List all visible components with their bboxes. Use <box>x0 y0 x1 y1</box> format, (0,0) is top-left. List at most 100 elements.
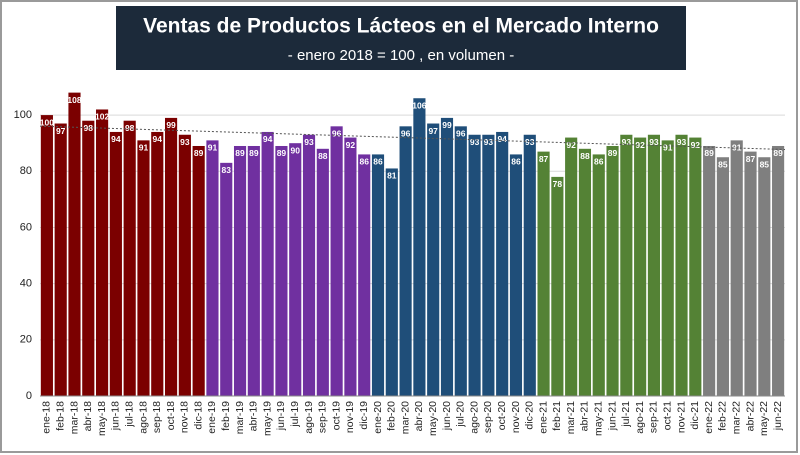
x-tick-label: ene-20 <box>372 401 384 434</box>
value-label: 88 <box>580 151 590 161</box>
value-label: 89 <box>704 148 714 158</box>
bar <box>206 140 219 396</box>
value-label: 96 <box>456 129 466 139</box>
x-tick-label: mar-20 <box>399 401 411 434</box>
x-tick-label: jun-21 <box>606 401 618 431</box>
bar <box>96 109 109 397</box>
value-label: 92 <box>566 140 576 150</box>
bar <box>647 134 661 396</box>
bar <box>399 126 412 396</box>
x-tick-label: jul-18 <box>123 401 135 428</box>
x-tick-label: nov-19 <box>344 401 356 433</box>
value-label: 96 <box>332 129 342 139</box>
value-label: 89 <box>235 148 245 158</box>
x-tick-label: mar-18 <box>68 401 80 434</box>
value-label: 99 <box>442 120 452 130</box>
x-tick-label: jul-20 <box>455 401 467 428</box>
x-tick-label: ago-21 <box>634 401 646 434</box>
bar <box>54 123 67 396</box>
chart-subtitle: - enero 2018 = 100 , en volumen - <box>288 47 514 64</box>
bar <box>151 131 164 397</box>
bar <box>233 145 247 396</box>
x-tick-label: ago-20 <box>468 401 480 434</box>
value-label: 94 <box>263 134 273 144</box>
value-label: 93 <box>677 137 687 147</box>
x-tick-label: jun-22 <box>772 401 784 431</box>
bar <box>730 140 743 396</box>
value-label: 81 <box>387 171 397 181</box>
value-label: 93 <box>180 137 190 147</box>
value-label: 91 <box>663 143 673 153</box>
x-tick-label: oct-18 <box>165 401 177 430</box>
bar <box>164 117 178 397</box>
bar <box>523 134 536 396</box>
value-label: 89 <box>249 148 259 158</box>
bar <box>261 131 274 397</box>
title-box <box>116 6 686 70</box>
bar <box>758 157 771 396</box>
value-label: 108 <box>67 95 81 105</box>
bar <box>68 92 81 397</box>
x-tick-label: ago-18 <box>137 401 149 434</box>
value-label: 93 <box>649 137 659 147</box>
x-tick-label: dic-20 <box>524 401 536 430</box>
value-label: 93 <box>525 137 535 147</box>
x-tick-label: ene-21 <box>537 401 549 434</box>
y-tick-label: 60 <box>20 221 32 233</box>
x-tick-label: may-21 <box>593 401 605 436</box>
value-label: 89 <box>194 148 204 158</box>
x-tick-label: oct-20 <box>496 401 508 430</box>
y-tick-label: 100 <box>14 109 32 121</box>
bar <box>192 145 205 396</box>
value-label: 97 <box>56 126 66 136</box>
value-label: 97 <box>428 126 438 136</box>
value-label: 93 <box>622 137 632 147</box>
bar <box>247 145 260 396</box>
bar <box>330 126 343 396</box>
value-label: 93 <box>484 137 494 147</box>
value-label: 87 <box>746 154 756 164</box>
bar <box>716 157 729 396</box>
bar <box>578 148 592 396</box>
value-label: 87 <box>539 154 549 164</box>
bar <box>454 126 467 396</box>
bar <box>316 148 329 396</box>
x-tick-label: abr-18 <box>82 401 94 432</box>
value-label: 91 <box>208 143 218 153</box>
x-tick-label: dic-18 <box>192 401 204 430</box>
value-label: 94 <box>497 134 507 144</box>
x-tick-label: sep-21 <box>648 401 660 433</box>
chart-title: Ventas de Productos Lácteos en el Mercad… <box>143 15 659 38</box>
x-tick-label: may-20 <box>427 401 439 436</box>
bar <box>689 137 702 396</box>
x-tick-label: feb-21 <box>551 401 563 431</box>
y-tick-label: 0 <box>26 390 32 402</box>
x-tick-label: feb-20 <box>386 401 398 431</box>
value-label: 102 <box>95 112 109 122</box>
bar <box>109 131 122 397</box>
x-tick-label: sep-20 <box>482 401 494 433</box>
value-label: 92 <box>691 140 701 150</box>
x-tick-label: oct-19 <box>330 401 342 430</box>
value-label: 106 <box>412 100 426 110</box>
bar <box>565 137 578 396</box>
value-label: 86 <box>594 157 604 167</box>
bar <box>703 145 716 396</box>
value-label: 90 <box>290 145 300 155</box>
value-label: 86 <box>359 157 369 167</box>
value-label: 89 <box>773 148 783 158</box>
value-label: 94 <box>153 134 163 144</box>
x-tick-label: nov-20 <box>510 401 522 433</box>
x-tick-label: jul-21 <box>620 401 632 428</box>
bar <box>40 115 53 396</box>
value-label: 100 <box>40 117 54 127</box>
value-label: 88 <box>318 151 328 161</box>
y-tick-label: 40 <box>20 278 32 290</box>
x-tick-label: may-22 <box>758 401 770 436</box>
bar <box>358 154 371 396</box>
bar <box>137 140 150 396</box>
x-tick-label: feb-22 <box>717 401 729 431</box>
value-label: 83 <box>222 165 232 175</box>
x-tick-label: sep-19 <box>317 401 329 433</box>
bar <box>551 176 564 396</box>
